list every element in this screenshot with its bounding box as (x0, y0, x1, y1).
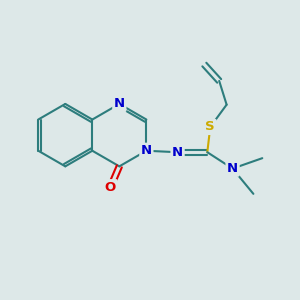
Text: N: N (172, 146, 183, 159)
Text: N: N (227, 162, 238, 175)
Text: O: O (105, 181, 116, 194)
Text: N: N (141, 144, 152, 157)
Text: S: S (206, 121, 215, 134)
Text: N: N (114, 98, 125, 110)
